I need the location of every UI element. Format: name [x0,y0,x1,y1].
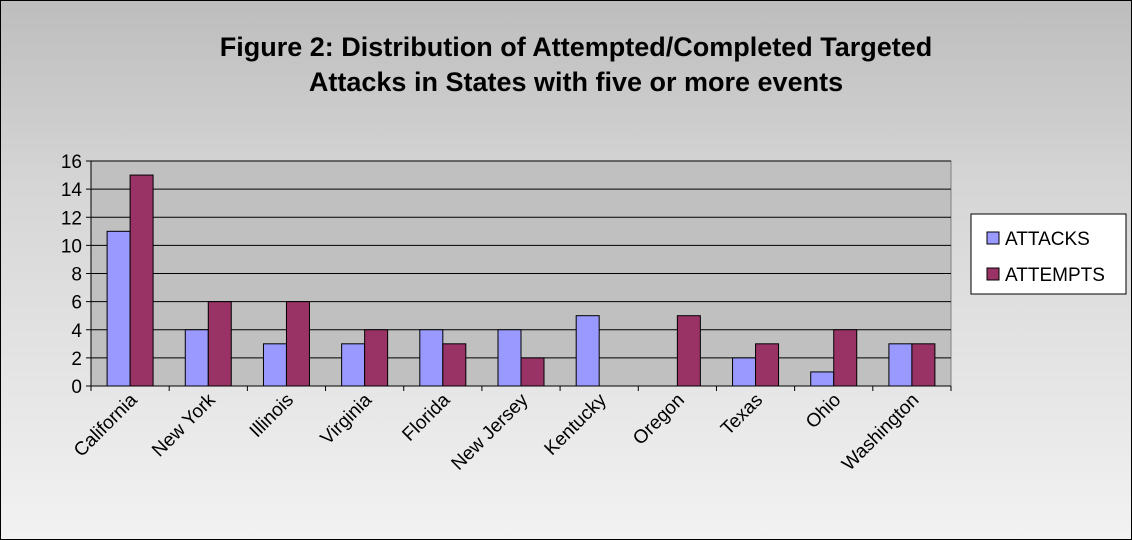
bar-attacks-kentucky [575,315,600,387]
x-axis-ticks: California New York Illinois Virginia Florid… [70,386,952,475]
x-tick-label-ohio: Ohio [802,390,845,433]
x-tick-label-oregon: Oregon [629,390,689,450]
bar-attacks-california [106,230,131,387]
x-tick-label-new-jersey: New Jersey [448,389,533,474]
bars [106,174,936,387]
x-tick-label-kentucky: Kentucky [541,389,611,459]
y-tick-label: 16 [61,152,82,173]
legend-swatch-attempts [986,267,1000,281]
legend: ATTACKS ATTEMPTS [970,213,1127,295]
bar-attempts-ohio [833,329,858,387]
bar-attempts-oregon [676,315,701,387]
x-tick-label-washington: Washington [838,390,923,475]
y-tick-label: 12 [61,208,82,229]
bar-attacks-texas [732,357,757,387]
x-tick-label-florida: Florida [398,389,454,445]
chart-title-line-1: Figure 2: Distribution of Attempted/Comp… [220,32,933,62]
legend-label-attacks: ATTACKS [1005,229,1090,250]
y-tick-label: 4 [71,321,82,342]
bar-attempts-new-jersey [520,357,545,387]
legend-box [970,213,1127,295]
x-tick-label-illinois: Illinois [246,390,298,442]
chart-title-line-2: Attacks in States with five or more even… [309,67,843,97]
bar-attempts-florida [442,343,467,387]
x-tick-label-texas: Texas [717,390,767,440]
x-tick-label-california: California [70,389,142,461]
x-tick-label-new-york: New York [148,389,220,461]
bar-attacks-new-york [184,329,209,387]
x-tick-label-virginia: Virginia [317,389,377,449]
bar-attempts-new-york [207,301,232,387]
bar-attempts-texas [755,343,780,387]
y-tick-label: 8 [71,265,82,286]
y-tick-label: 0 [71,377,82,398]
bar-attempts-washington [911,343,936,387]
legend-swatch-attacks [986,231,1000,245]
bar-attempts-illinois [285,301,310,387]
bar-attacks-washington [888,343,913,387]
bar-attempts-virginia [364,329,389,387]
y-tick-label: 2 [71,349,82,370]
gridlines [91,160,951,359]
legend-label-attempts: ATTEMPTS [1005,265,1105,286]
bar-attacks-new-jersey [497,329,522,387]
bar-attempts-california [129,174,154,387]
y-tick-label: 14 [61,180,83,201]
y-axis-ticks: 0 2 4 6 8 10 12 14 16 [61,152,91,398]
bar-attacks-florida [419,329,444,387]
y-tick-label: 10 [61,236,82,257]
bar-attacks-illinois [262,343,287,387]
bar-attacks-ohio [810,371,835,387]
y-tick-label: 6 [71,293,82,314]
bar-attacks-virginia [341,343,366,387]
